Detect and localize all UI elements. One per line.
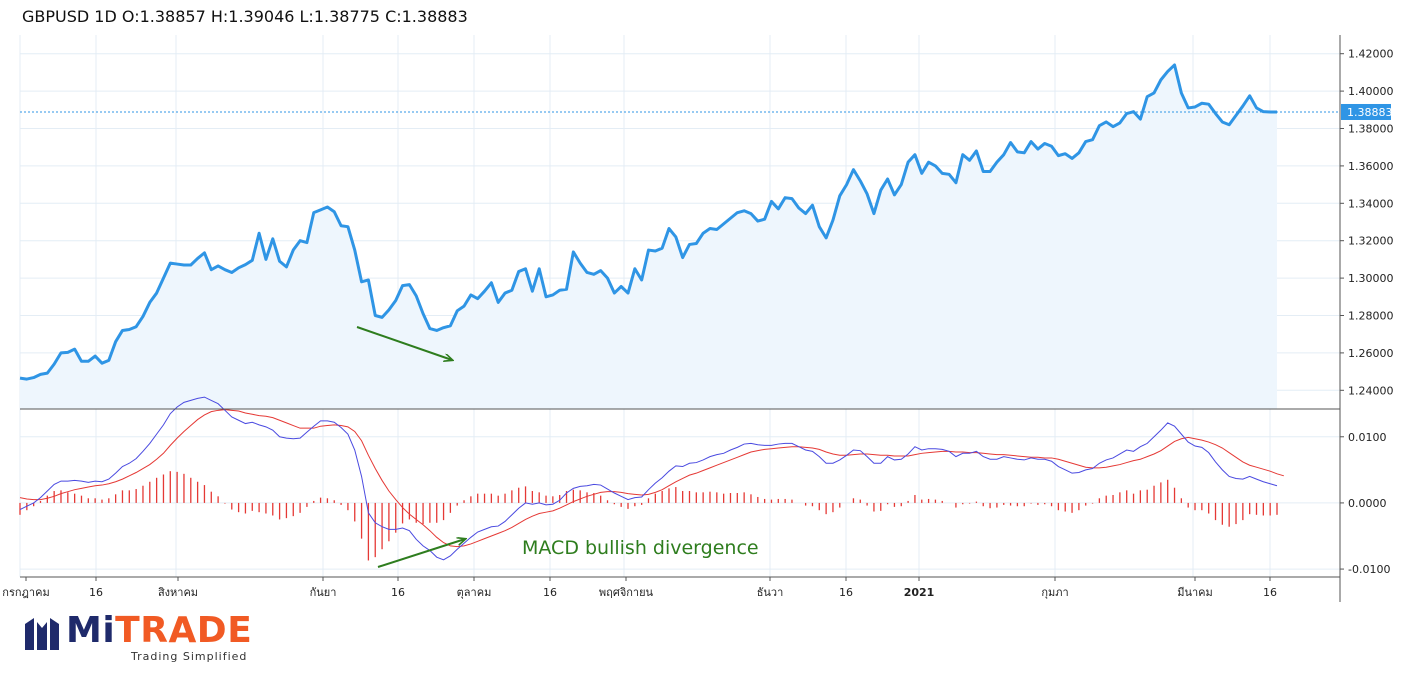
price-tick-label: 1.30000 [1348, 272, 1394, 285]
price-tick-label: 1.34000 [1348, 197, 1394, 210]
price-lower-low-arrow [356, 326, 452, 360]
price-tick-label: 1.36000 [1348, 160, 1394, 173]
x-tick-label: 16 [543, 586, 557, 599]
chart-title: GBPUSD 1D O:1.38857 H:1.39046 L:1.38775 … [22, 7, 468, 26]
x-tick-label: ตุลาคม [457, 586, 492, 599]
macd-panel[interactable] [19, 396, 1284, 561]
price-tick-label: 1.32000 [1348, 235, 1394, 248]
logo-tagline: Trading Simplified [131, 650, 248, 663]
price-tick-label: 1.24000 [1348, 384, 1394, 397]
x-tick-label: ธันวา [757, 586, 784, 599]
x-tick-label: 16 [839, 586, 853, 599]
x-tick-label: 16 [391, 586, 405, 599]
signal-line [19, 409, 1284, 548]
price-panel[interactable]: 1.38883 [19, 63, 1393, 410]
x-tick-label: กุมภา [1041, 586, 1068, 599]
x-tick-label: 16 [1263, 586, 1277, 599]
price-tick-label: 1.42000 [1348, 48, 1394, 61]
x-tick-label: มีนาคม [1177, 586, 1213, 599]
x-tick-label: สิงหาคม [158, 586, 198, 599]
divergence-arrows [356, 326, 465, 568]
price-tick-label: 1.40000 [1348, 85, 1394, 98]
mitrade-logo[interactable]: MiTRADE Trading Simplified [22, 610, 262, 672]
last-price-tag [1341, 103, 1391, 120]
last-price-label: 1.38883 [1347, 106, 1393, 119]
macd-higher-low-arrow [377, 539, 465, 568]
macd-tick-label: 0.0000 [1348, 497, 1387, 510]
macd-line [19, 396, 1278, 561]
x-tick-label: 16 [89, 586, 103, 599]
axes: 1.24000 1.26000 1.28000 1.30000 1.32000 1.340… [2, 35, 1394, 602]
price-tick-label: 1.28000 [1348, 310, 1394, 323]
price-tick-label: 1.26000 [1348, 347, 1394, 360]
macd-tick-label: -0.0100 [1348, 563, 1390, 576]
mitrade-logo-icon [25, 618, 59, 650]
price-tick-label: 1.38000 [1348, 123, 1394, 136]
x-tick-label: กันยา [310, 586, 337, 599]
price-line [19, 63, 1277, 381]
x-tick-label: พฤศจิกายน [599, 586, 654, 599]
price-area [20, 64, 1277, 410]
logo-wordmark: MiTRADE [66, 610, 253, 651]
divergence-annotation: MACD bullish divergence [522, 537, 759, 559]
macd-tick-label: 0.0100 [1348, 431, 1387, 444]
x-tick-label: กรกฎาคม [2, 586, 49, 599]
x-tick-label: 2021 [904, 586, 935, 599]
